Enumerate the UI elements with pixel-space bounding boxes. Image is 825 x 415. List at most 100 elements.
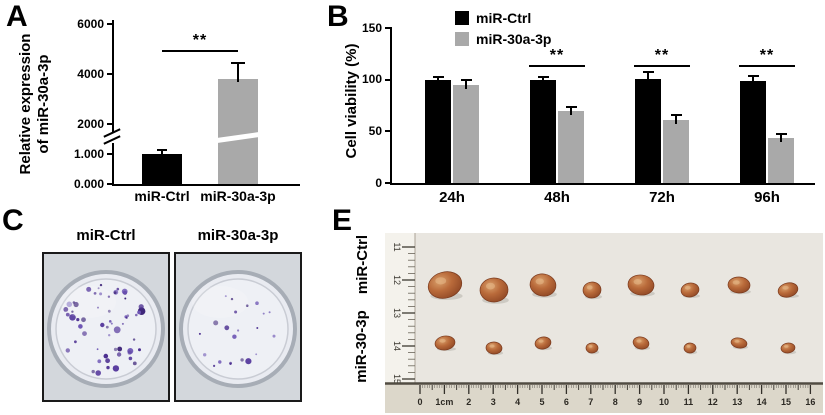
error-cap xyxy=(432,75,444,78)
tumor-specimen xyxy=(479,277,509,303)
tumor-specimen xyxy=(727,276,751,294)
panel-b-y-tick-label: 100 xyxy=(361,72,382,87)
significance-line xyxy=(739,65,795,67)
hruler-number: 5 xyxy=(539,397,544,407)
tumor-sheen xyxy=(489,344,495,348)
colony xyxy=(245,358,252,365)
tumor-sheen xyxy=(486,282,495,290)
tumor-sheen xyxy=(435,277,447,285)
panel-a-y-axis-title-line2: of miR-30a-3p xyxy=(35,54,52,154)
petri-dish-inner xyxy=(187,278,289,380)
significance-stars: ** xyxy=(192,32,208,49)
colony-assay-image-mir-30a-3p xyxy=(174,252,302,402)
error-cap xyxy=(775,133,787,136)
colony xyxy=(125,316,128,319)
panel-b-y-tick-label: 50 xyxy=(368,124,382,139)
bar-miR-30a-3p xyxy=(218,79,258,184)
bar-miR-Ctrl xyxy=(142,154,182,184)
vertical-ruler xyxy=(385,233,415,383)
hruler-number: 14 xyxy=(757,397,767,407)
colony xyxy=(128,356,133,361)
colony xyxy=(138,304,144,310)
colony xyxy=(107,309,111,313)
error-cap xyxy=(460,78,472,81)
bar-48h-miR-30a-3p xyxy=(558,110,584,183)
significance-line xyxy=(529,65,585,67)
panel-c-letter: C xyxy=(2,204,24,237)
panel-a-y-tick xyxy=(107,73,114,75)
panel-b-x-label-72h: 72h xyxy=(649,189,675,206)
hruler-number: 15 xyxy=(781,397,791,407)
hruler-number: 11 xyxy=(684,397,694,407)
panel-b-y-tick-label: 150 xyxy=(361,20,382,35)
colony xyxy=(255,353,258,356)
tumor-specimen xyxy=(534,336,552,350)
hruler-number: 9 xyxy=(637,397,642,407)
panel-b-y-tick xyxy=(385,130,392,133)
tumor-sheen xyxy=(588,345,593,348)
hruler-number: 10 xyxy=(659,397,669,407)
horizontal-ruler xyxy=(385,383,823,413)
tumor-specimen xyxy=(683,342,697,354)
tumor-specimen xyxy=(730,337,748,349)
colony xyxy=(65,312,70,317)
panel-b-letter: B xyxy=(327,0,349,33)
bar-96h-miR-Ctrl xyxy=(740,80,766,183)
colony xyxy=(99,292,103,296)
tumor-specimen xyxy=(427,271,463,299)
colony xyxy=(72,301,76,304)
bar-24h-miR-30a-3p xyxy=(453,84,479,183)
petri-dish-photo-mir-30a-3p xyxy=(176,254,300,400)
dish-title-mir-30a-3p: miR-30a-3p xyxy=(197,227,279,244)
legend-swatch-mir-30a-3p xyxy=(455,32,469,46)
tumor-sheen xyxy=(784,345,789,348)
panel-b-plot: 0 50 100 150 24h 48h 72h 96h ** ** ** xyxy=(362,21,815,206)
colony xyxy=(213,364,216,367)
petri-dish-photo-mir-ctrl xyxy=(44,254,168,400)
panel-a-plot: 0.000 1.000 2000 4000 6000 ** miR-Ctrl miR-30a-… xyxy=(74,17,300,204)
colony xyxy=(234,310,238,314)
colony xyxy=(112,365,120,372)
tumor-sheen xyxy=(439,338,446,343)
colony xyxy=(74,340,77,344)
hruler-number: 1cm xyxy=(435,397,453,407)
error-whisker xyxy=(161,151,163,157)
colony xyxy=(78,324,83,329)
tumor-specimen xyxy=(585,342,599,354)
hruler-number: 0 xyxy=(417,397,422,407)
colony xyxy=(117,346,123,352)
colony xyxy=(97,306,99,309)
error-whisker xyxy=(780,135,782,142)
panel-b-y-tick xyxy=(385,78,392,81)
bar-72h-miR-30a-3p xyxy=(663,119,689,183)
tumor-sheen xyxy=(732,280,740,285)
colony xyxy=(76,318,80,322)
error-whisker xyxy=(237,64,239,82)
vruler-number: 13 xyxy=(392,308,402,318)
colony xyxy=(71,310,74,313)
colony xyxy=(256,327,259,329)
colony xyxy=(137,310,141,315)
colony xyxy=(100,322,105,328)
colony xyxy=(262,312,265,315)
colony xyxy=(86,286,92,292)
panel-a-y-tick-label: 6000 xyxy=(77,16,104,31)
colony xyxy=(272,334,276,338)
bar-24h-miR-Ctrl xyxy=(425,79,451,183)
colony xyxy=(108,334,111,337)
colony xyxy=(198,332,201,335)
panel-e-photo: 11 12 13 14 15 0 1cm 2 3 4 5 6 7 8 9 10 11 12 13 14 15 16 xyxy=(385,233,823,413)
panel-a-x-label-miR-Ctrl: miR-Ctrl xyxy=(134,188,190,204)
colony xyxy=(96,348,99,351)
panel-a-y-tick-label: 2000 xyxy=(77,116,104,131)
colony xyxy=(240,358,244,362)
error-whisker xyxy=(437,77,439,84)
colony xyxy=(138,348,141,352)
vruler-number: 15 xyxy=(392,374,402,384)
tumor-specimen xyxy=(627,274,655,296)
legend-label-mir-ctrl: miR-Ctrl xyxy=(476,10,532,26)
bar-48h-miR-Ctrl xyxy=(530,79,556,183)
colony xyxy=(97,359,102,364)
colony xyxy=(65,348,70,353)
